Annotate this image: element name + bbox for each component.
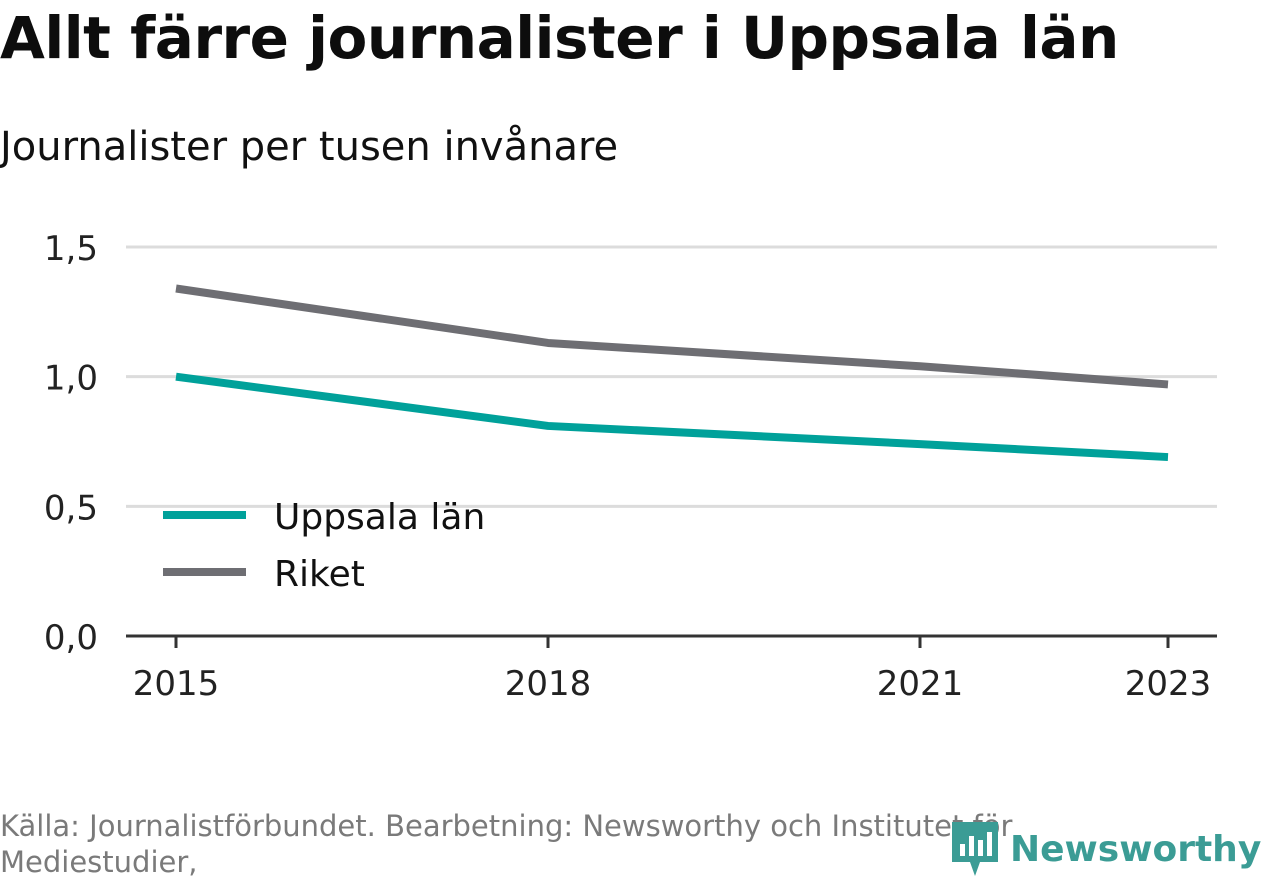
series-line <box>175 372 1169 462</box>
chart-title: Allt färre journalister i Uppsala län <box>0 4 1119 72</box>
x-tick-label: 2021 <box>877 664 964 704</box>
chart-subtitle: Journalister per tusen invånare <box>0 124 619 170</box>
source-note: Källa: Journalistförbundet. Bearbetning:… <box>0 809 1013 879</box>
x-tick-label: 2023 <box>1125 664 1212 704</box>
newsworthy-logo: Newsworthy <box>950 820 1261 878</box>
legend-label: Uppsala län <box>274 497 485 538</box>
y-axis-ticks: 0,0 0,5 1,0 1,5 <box>44 229 98 658</box>
x-tick-label: 2018 <box>505 664 592 704</box>
x-axis-ticks: 2015 2018 2021 2023 <box>133 636 1212 704</box>
y-tick-label: 0,0 <box>44 618 98 658</box>
x-tick-label: 2015 <box>133 664 220 704</box>
series-line <box>175 284 1169 389</box>
y-tick-label: 1,0 <box>44 359 98 399</box>
legend-label: Riket <box>274 554 365 595</box>
y-tick-label: 0,5 <box>44 488 98 528</box>
legend: Uppsala län Riket <box>163 497 485 595</box>
bar-chart-icon <box>952 822 998 876</box>
y-tick-label: 1,5 <box>44 229 98 269</box>
logo-text: Newsworthy <box>1010 828 1262 870</box>
series-lines <box>175 284 1169 462</box>
